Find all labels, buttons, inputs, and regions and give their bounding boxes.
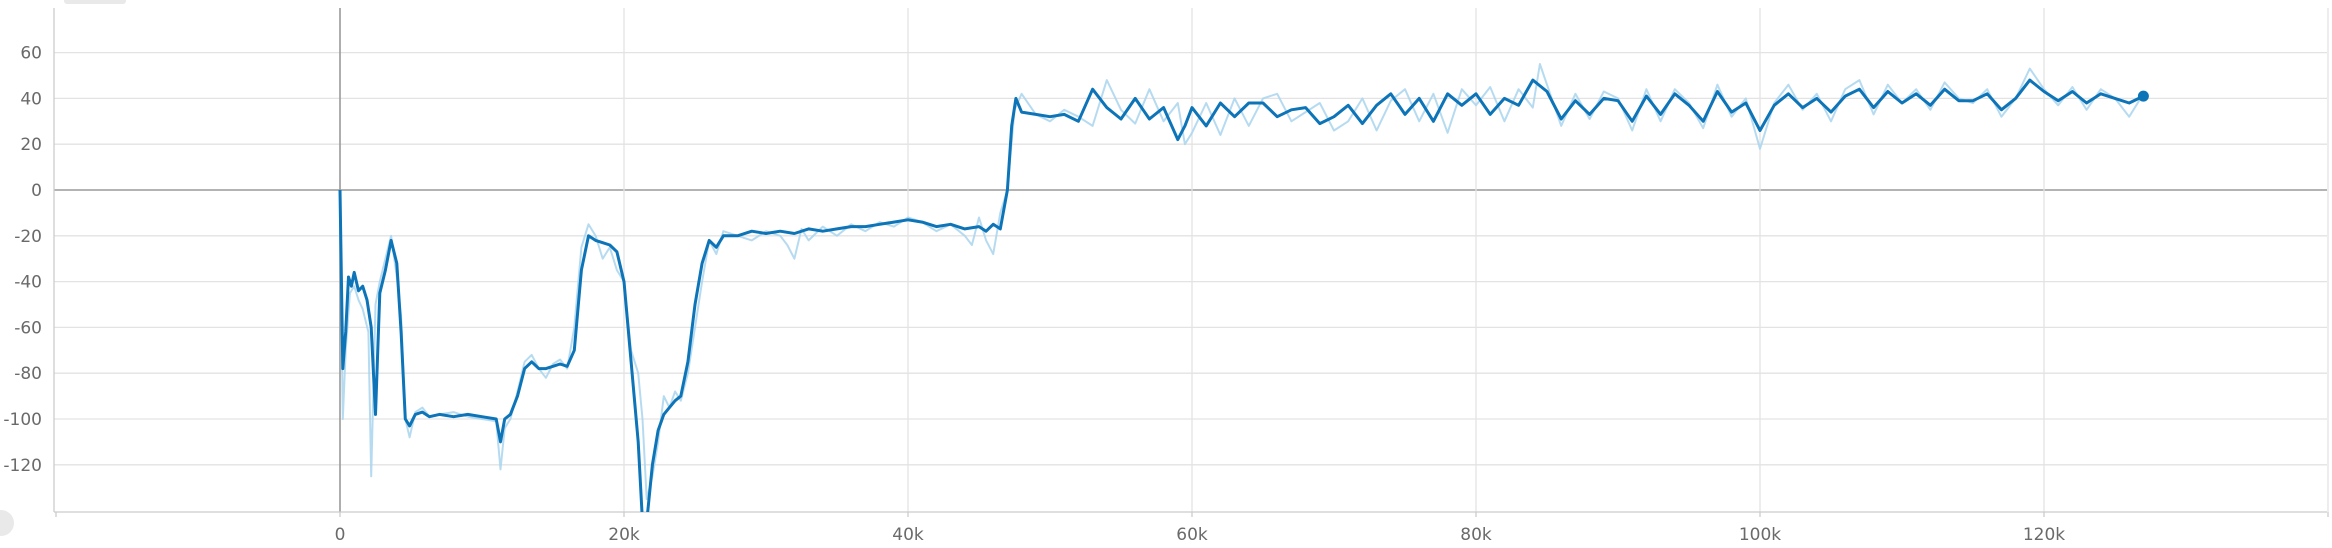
y-tick-label: 20 (20, 135, 42, 155)
y-tick-label: 60 (20, 44, 42, 64)
y-axis-tick-labels: 60 40 20 0 -20 -40 -60 -80 -100 -120 (3, 44, 42, 476)
y-tick-label: 0 (31, 181, 42, 201)
x-tick-label: 0 (335, 525, 346, 545)
y-tick-label: 40 (20, 89, 42, 109)
grid (54, 8, 2329, 512)
toolbar-tab[interactable] (64, 0, 126, 4)
y-tick-label: -60 (14, 318, 42, 338)
x-tick-label: 120k (2023, 525, 2065, 545)
settings-icon[interactable] (0, 510, 14, 536)
x-tick-label: 60k (1176, 525, 1208, 545)
x-tick-label: 40k (892, 525, 924, 545)
smoothed-series-line (338, 78, 2145, 512)
y-tick-label: -40 (14, 273, 42, 293)
x-tick-label: 100k (1739, 525, 1781, 545)
series-lines (338, 63, 2149, 512)
axes (53, 8, 2329, 517)
x-tick-label: 80k (1460, 525, 1492, 545)
y-tick-label: -100 (3, 410, 42, 430)
series-end-point (2137, 90, 2149, 102)
y-tick-label: -20 (14, 227, 42, 247)
y-tick-label: -120 (3, 456, 42, 476)
x-tick-label: 20k (608, 525, 640, 545)
y-tick-label: -80 (14, 364, 42, 384)
x-axis-tick-labels: 0 20k 40k 60k 80k 100k 120k (335, 525, 2066, 545)
